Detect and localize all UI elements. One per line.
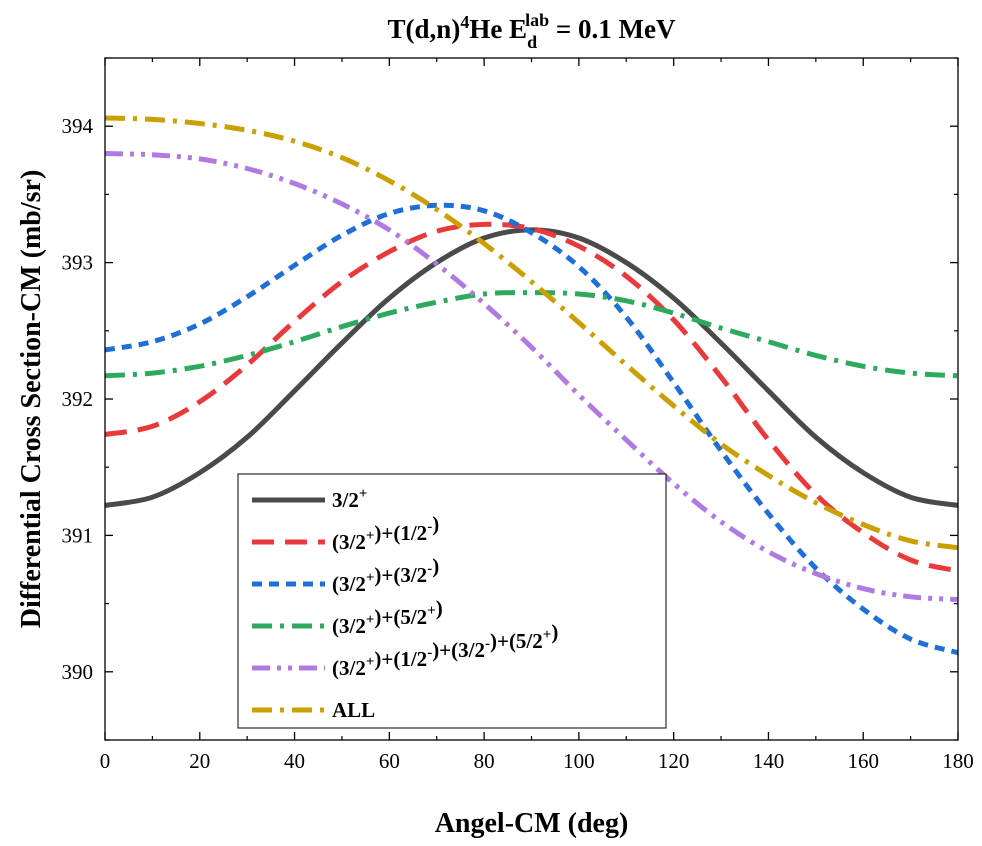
- y-tick-label: 393: [62, 251, 94, 275]
- x-tick-label: 180: [942, 749, 974, 773]
- legend: 3/2+(3/2+)+(1/2-)(3/2+)+(3/2-)(3/2+)+(5/…: [237, 473, 667, 729]
- legend-sup: +: [366, 612, 375, 628]
- x-tick-label: 0: [100, 749, 111, 773]
- legend-label-6: ALL: [332, 698, 375, 722]
- legend-sup: +: [427, 603, 436, 619]
- legend-text: ): [551, 620, 558, 644]
- x-tick-label: 160: [847, 749, 879, 773]
- legend-text: (3/2: [332, 572, 366, 596]
- legend-sup: +: [543, 627, 552, 643]
- legend-text: )+(1/2: [374, 647, 427, 671]
- axes: [104, 57, 959, 741]
- legend-sup: +: [366, 654, 375, 670]
- x-tick-label: 20: [189, 749, 210, 773]
- legend-label-4: (3/2+)+(5/2+): [332, 596, 443, 638]
- legend-sup: +: [359, 486, 368, 502]
- title-sub: d: [527, 32, 537, 52]
- legend-sup: -: [485, 636, 490, 652]
- legend-text: )+(1/2: [374, 521, 427, 545]
- x-tick-label: 100: [563, 749, 595, 773]
- title-sup: 4: [460, 12, 469, 32]
- legend-text: ALL: [332, 698, 375, 722]
- legend-text: )+(5/2: [374, 605, 427, 629]
- title-text: = 0.1 MeV: [549, 14, 676, 44]
- legend-text: 3/2: [332, 488, 359, 512]
- x-axis-label: Angel-CM (deg): [435, 808, 629, 839]
- series-line-3: [105, 202, 958, 656]
- x-tick-label: 60: [379, 749, 400, 773]
- title-text: He E: [469, 14, 527, 44]
- legend-text: (3/2: [332, 530, 366, 554]
- series-lines: [105, 115, 958, 656]
- y-tick-label: 390: [62, 660, 94, 684]
- series-line-4: [105, 290, 958, 379]
- legend-text: ): [432, 554, 439, 578]
- series-line-6: [105, 115, 958, 551]
- series-line-5: [105, 151, 958, 602]
- title-sup: lab: [525, 10, 549, 30]
- legend-sup: +: [366, 528, 375, 544]
- legend-text: )+(3/2: [374, 563, 427, 587]
- x-tick-label: 40: [284, 749, 305, 773]
- legend-label-5: (3/2+)+(1/2-)+(3/2-)+(5/2+): [332, 620, 558, 680]
- legend-label-2: (3/2+)+(1/2-): [332, 512, 439, 554]
- y-axis-label: Differential Cross Section-CM (mb/sr): [16, 170, 47, 629]
- legend-text: (3/2: [332, 614, 366, 638]
- plot-area: [105, 115, 958, 656]
- y-tick-label: 391: [62, 523, 94, 547]
- chart-text: 0 20 40 60 80 100 120 140 160 180 390 391 392 393 394 A…: [16, 10, 974, 839]
- series-line-1: [105, 227, 958, 508]
- y-tick-label: 392: [62, 387, 94, 411]
- legend-label-1: 3/2+: [332, 486, 367, 512]
- legend-sup: -: [427, 561, 432, 577]
- legend-text: ): [436, 596, 443, 620]
- legend-text: )+(5/2: [490, 629, 543, 653]
- x-tick-label: 140: [753, 749, 785, 773]
- legend-box: [237, 473, 667, 729]
- legend-text: (3/2: [332, 656, 366, 680]
- y-tick-label: 394: [62, 114, 94, 138]
- legend-text: ): [432, 512, 439, 536]
- title-text: T(d,n): [388, 14, 461, 44]
- legend-sup: -: [427, 645, 432, 661]
- legend-sup: +: [366, 570, 375, 586]
- legend-sup: -: [427, 519, 432, 535]
- x-tick-label: 80: [474, 749, 495, 773]
- legend-text: )+(3/2: [432, 638, 485, 662]
- chart-title: T(d,n)4He Edlab = 0.1 MeV: [388, 10, 676, 52]
- x-tick-label: 120: [658, 749, 690, 773]
- legend-label-3: (3/2+)+(3/2-): [332, 554, 439, 596]
